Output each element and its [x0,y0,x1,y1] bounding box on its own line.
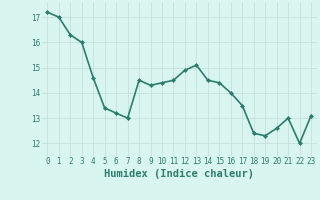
X-axis label: Humidex (Indice chaleur): Humidex (Indice chaleur) [104,169,254,179]
